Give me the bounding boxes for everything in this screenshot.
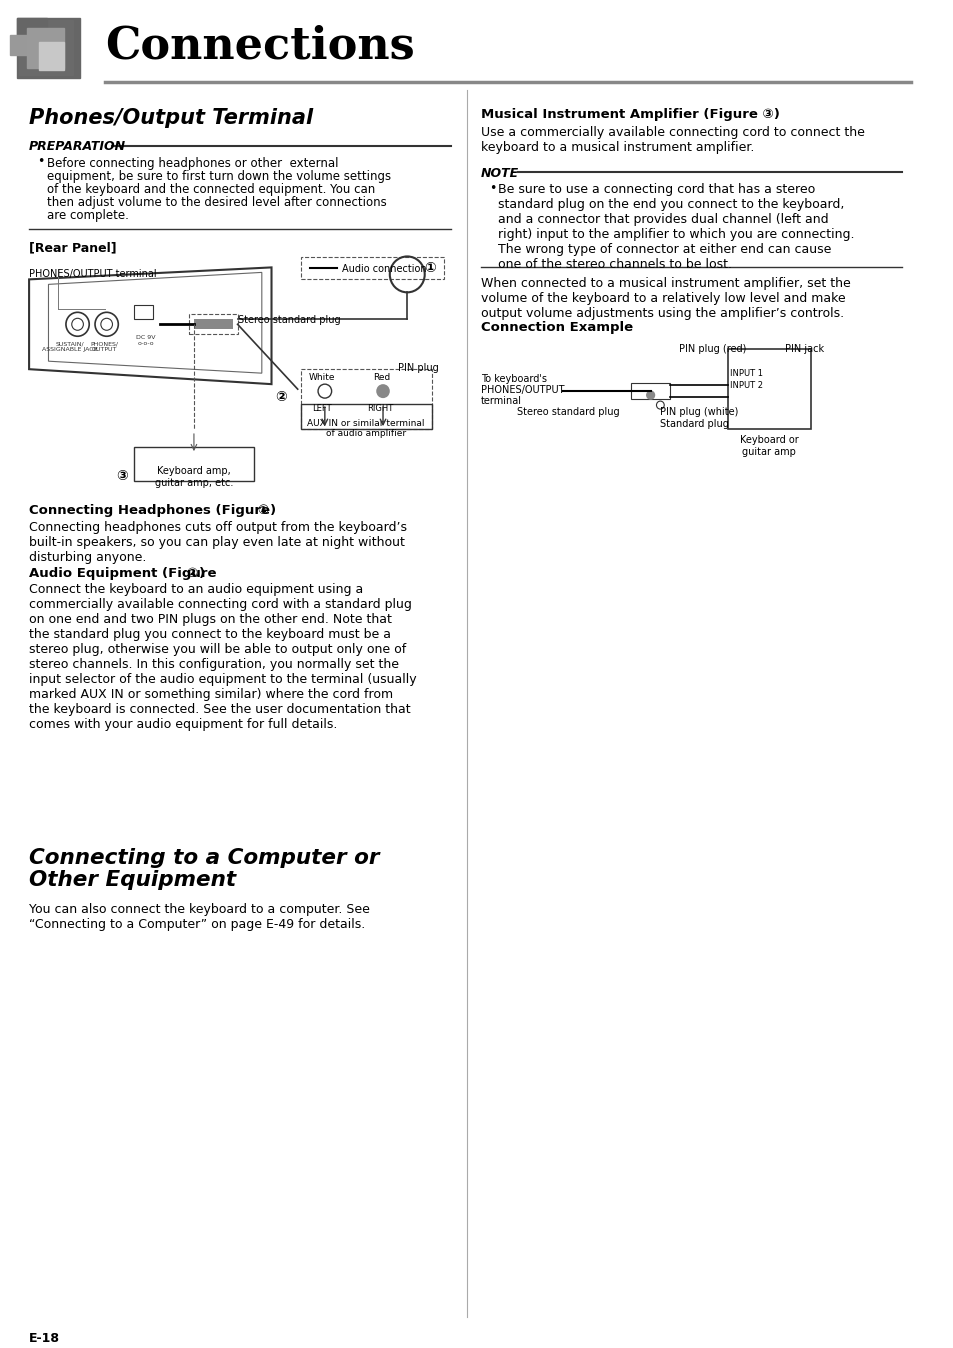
Text: Audio Equipment (Figure: Audio Equipment (Figure <box>29 566 221 580</box>
Text: White: White <box>308 373 335 383</box>
Text: Keyboard or: Keyboard or <box>739 435 798 445</box>
Text: Connect the keyboard to an audio equipment using a
commercially available connec: Connect the keyboard to an audio equipme… <box>29 582 416 731</box>
Text: PREPARATION: PREPARATION <box>29 140 126 152</box>
Text: PIN jack: PIN jack <box>784 344 823 355</box>
Text: Connecting headphones cuts off output from the keyboard’s
built-in speakers, so : Connecting headphones cuts off output fr… <box>29 520 407 563</box>
Text: Other Equipment: Other Equipment <box>29 869 236 890</box>
Bar <box>39 42 64 70</box>
Text: Stereo standard plug: Stereo standard plug <box>517 407 618 417</box>
Text: Be sure to use a connecting cord that has a stereo
standard plug on the end you : Be sure to use a connecting cord that ha… <box>497 182 854 271</box>
Text: LEFT: LEFT <box>312 404 332 412</box>
Bar <box>37 40 51 55</box>
Text: ②: ② <box>186 566 197 580</box>
Text: NOTE: NOTE <box>480 167 518 179</box>
Text: PIN plug: PIN plug <box>397 363 437 373</box>
Text: PHONES/OUTPUT: PHONES/OUTPUT <box>480 386 564 395</box>
Text: of audio amplifier: of audio amplifier <box>325 429 405 438</box>
Text: ②: ② <box>275 390 287 404</box>
Text: guitar amp, etc.: guitar amp, etc. <box>154 479 233 488</box>
Bar <box>19 20 72 75</box>
Bar <box>300 404 431 429</box>
Text: are complete.: are complete. <box>47 209 129 221</box>
Text: •: • <box>488 182 496 194</box>
Text: Standard plug: Standard plug <box>659 419 728 429</box>
Text: Keyboard amp,: Keyboard amp, <box>157 466 231 476</box>
Text: AUX IN or similar terminal: AUX IN or similar terminal <box>307 419 424 429</box>
Text: Connections: Connections <box>105 24 414 67</box>
Text: ): ) <box>198 566 205 580</box>
Text: Musical Instrument Amplifier (Figure ③): Musical Instrument Amplifier (Figure ③) <box>480 108 779 121</box>
Text: When connected to a musical instrument amplifier, set the
volume of the keyboard: When connected to a musical instrument a… <box>480 278 850 321</box>
Text: SUSTAIN/
ASSIGNABLE JACK: SUSTAIN/ ASSIGNABLE JACK <box>42 341 97 352</box>
Text: Phones/Output Terminal: Phones/Output Terminal <box>29 108 313 128</box>
Bar <box>631 383 669 399</box>
Text: INPUT 1: INPUT 1 <box>729 369 762 379</box>
Text: Red: Red <box>373 373 390 383</box>
Bar <box>133 305 153 319</box>
Text: PIN plug (red): PIN plug (red) <box>679 344 745 355</box>
Text: ): ) <box>270 504 275 516</box>
Text: Before connecting headphones or other  external: Before connecting headphones or other ex… <box>47 156 337 170</box>
Circle shape <box>646 391 654 399</box>
Text: ①: ① <box>423 262 435 275</box>
Bar <box>727 349 810 429</box>
Text: Use a commercially available connecting cord to connect the
keyboard to a musica: Use a commercially available connecting … <box>480 125 864 154</box>
Text: ③: ③ <box>116 469 128 483</box>
Text: Stereo standard plug: Stereo standard plug <box>237 315 340 325</box>
Text: To keyboard's: To keyboard's <box>480 375 546 384</box>
Text: of the keyboard and the connected equipment. You can: of the keyboard and the connected equipm… <box>47 182 375 195</box>
Text: DC 9V
o-o-o: DC 9V o-o-o <box>135 336 155 346</box>
Text: •: • <box>37 155 44 167</box>
Text: equipment, be sure to first turn down the volume settings: equipment, be sure to first turn down th… <box>47 170 391 182</box>
Text: PHONES/
OUTPUT: PHONES/ OUTPUT <box>91 341 118 352</box>
Text: Connecting to a Computer or: Connecting to a Computer or <box>29 848 379 868</box>
Text: RIGHT: RIGHT <box>367 404 393 412</box>
Bar <box>10 35 29 55</box>
Text: terminal: terminal <box>480 396 521 406</box>
Text: PIN plug (white): PIN plug (white) <box>659 407 738 417</box>
Text: PHONES/OUTPUT terminal: PHONES/OUTPUT terminal <box>29 270 156 279</box>
Bar <box>17 18 47 49</box>
Bar <box>193 319 233 329</box>
Text: E-18: E-18 <box>29 1332 60 1345</box>
Text: ①: ① <box>256 504 268 516</box>
Text: INPUT 2: INPUT 2 <box>729 381 762 390</box>
Text: You can also connect the keyboard to a computer. See
“Connecting to a Computer” : You can also connect the keyboard to a c… <box>29 903 370 931</box>
Text: then adjust volume to the desired level after connections: then adjust volume to the desired level … <box>47 195 386 209</box>
Text: guitar amp: guitar amp <box>741 448 795 457</box>
Bar <box>27 28 64 67</box>
Text: [Rear Panel]: [Rear Panel] <box>29 241 116 255</box>
Text: Connecting Headphones (Figure: Connecting Headphones (Figure <box>29 504 274 516</box>
Circle shape <box>375 384 390 398</box>
Text: Audio connection: Audio connection <box>342 264 427 275</box>
Bar <box>17 18 80 78</box>
Text: Connection Example: Connection Example <box>480 321 633 334</box>
